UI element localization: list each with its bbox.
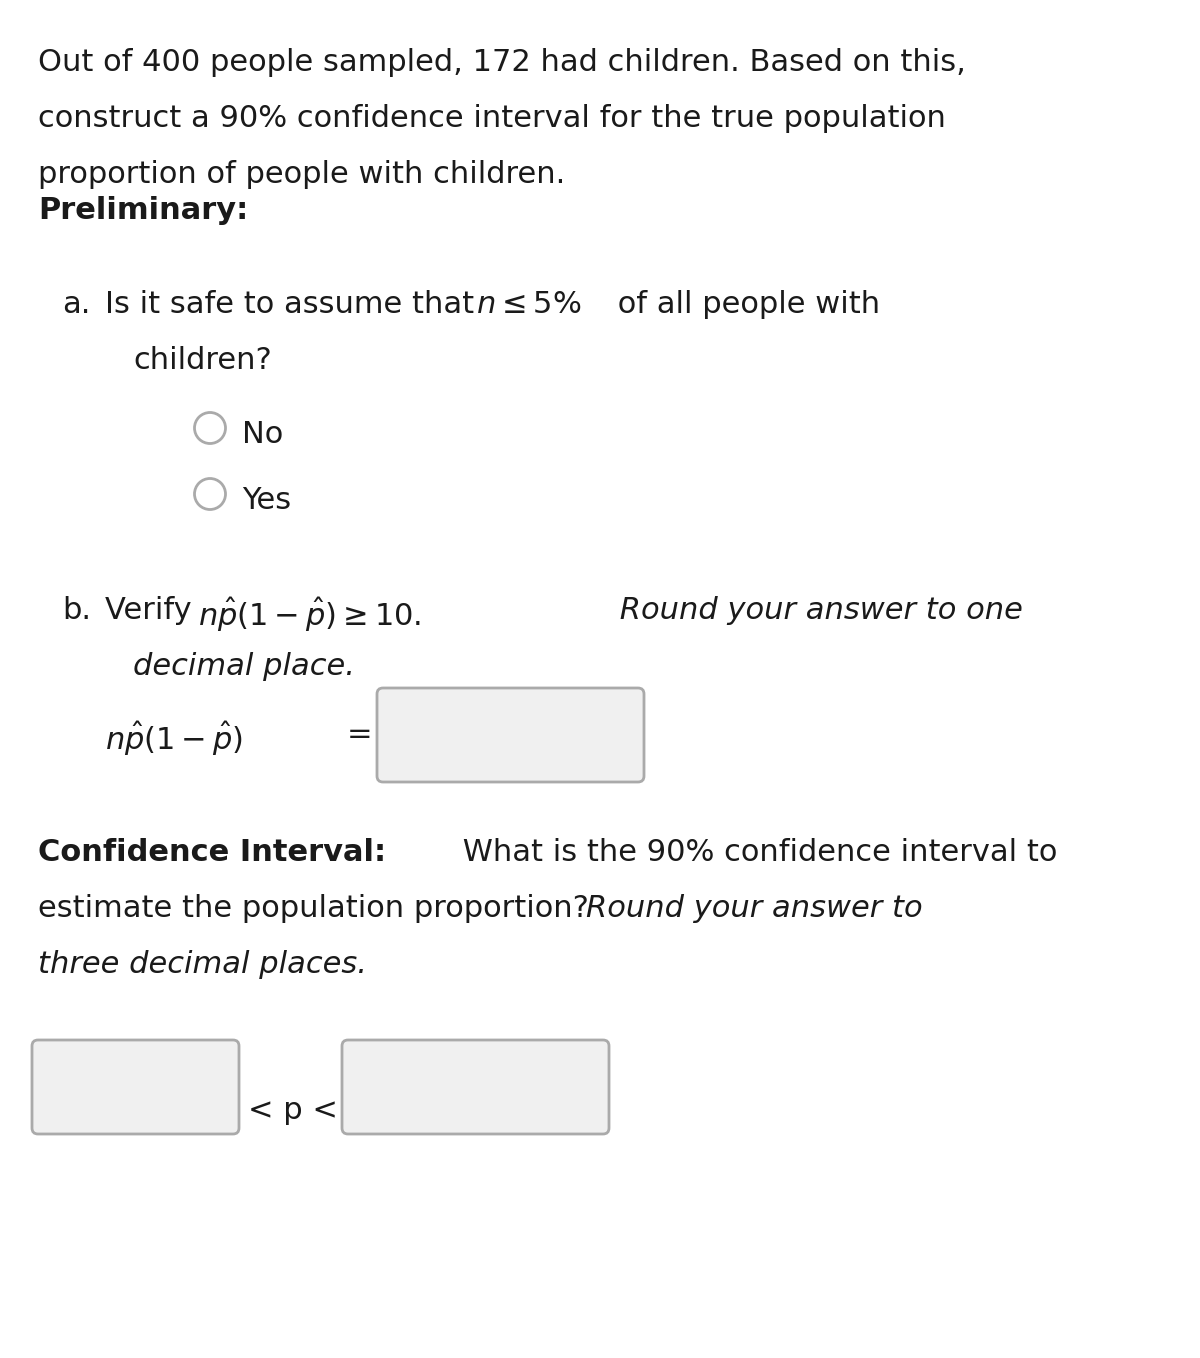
Text: construct a 90% confidence interval for the true population: construct a 90% confidence interval for … [38,105,946,133]
Text: decimal place.: decimal place. [133,652,355,680]
Text: proportion of people with children.: proportion of people with children. [38,160,565,189]
Text: Is it safe to assume that: Is it safe to assume that [106,291,484,319]
Text: Yes: Yes [242,486,292,515]
FancyBboxPatch shape [342,1040,610,1134]
Text: three decimal places.: three decimal places. [38,951,367,979]
Text: Verify: Verify [106,596,202,625]
Text: $n \leq 5\%$: $n \leq 5\%$ [476,291,582,319]
Text: Round your answer to one: Round your answer to one [610,596,1022,625]
Text: children?: children? [133,346,271,375]
Text: < p <: < p < [248,1096,338,1124]
Text: of all people with: of all people with [608,291,880,319]
Text: Round your answer to: Round your answer to [586,894,923,923]
Text: No: No [242,420,283,449]
Text: Preliminary:: Preliminary: [38,196,248,225]
Text: $n\hat{p}(1 - \hat{p})$: $n\hat{p}(1 - \hat{p})$ [106,720,244,758]
Text: Out of 400 people sampled, 172 had children. Based on this,: Out of 400 people sampled, 172 had child… [38,48,966,77]
Text: =: = [347,720,373,750]
Text: a.: a. [62,291,90,319]
Text: estimate the population proportion?: estimate the population proportion? [38,894,599,923]
Text: b.: b. [62,596,91,625]
Text: Confidence Interval:: Confidence Interval: [38,838,386,866]
FancyBboxPatch shape [377,689,644,782]
Text: What is the 90% confidence interval to: What is the 90% confidence interval to [454,838,1057,866]
FancyBboxPatch shape [32,1040,239,1134]
Text: $n\hat{p}(1 - \hat{p}) \geq 10.$: $n\hat{p}(1 - \hat{p}) \geq 10.$ [198,596,421,634]
